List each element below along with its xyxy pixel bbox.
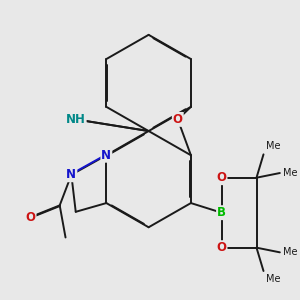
- Text: Me: Me: [266, 274, 281, 284]
- Text: N: N: [101, 149, 111, 162]
- Text: NH: NH: [66, 113, 86, 126]
- Text: B: B: [217, 206, 226, 219]
- Text: Me: Me: [283, 247, 297, 257]
- Text: Me: Me: [266, 142, 281, 152]
- Text: Me: Me: [283, 168, 297, 178]
- Text: N: N: [66, 168, 76, 181]
- Text: O: O: [217, 171, 226, 184]
- Text: O: O: [217, 241, 226, 254]
- Text: O: O: [26, 211, 35, 224]
- Text: O: O: [173, 113, 183, 126]
